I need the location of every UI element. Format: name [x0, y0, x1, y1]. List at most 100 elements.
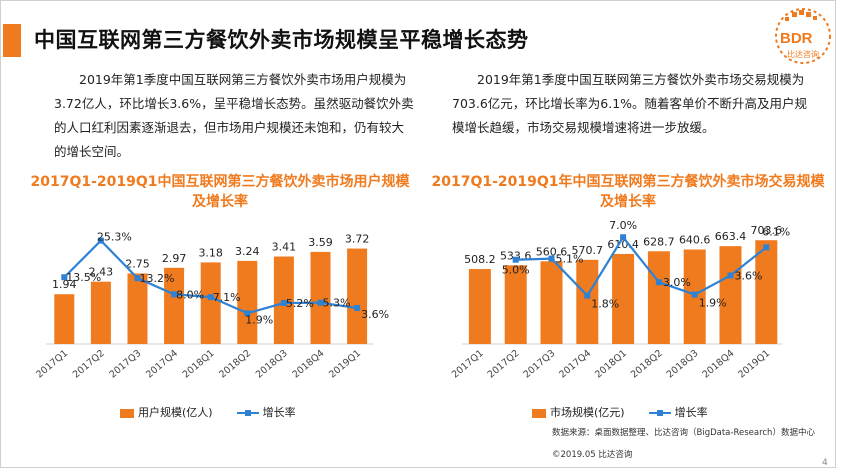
x-tick-label: 2018Q3	[254, 348, 290, 381]
bar-value-label: 703.6	[751, 224, 783, 237]
bar-value-label: 640.6	[679, 234, 711, 247]
bar-value-label: 663.4	[715, 230, 747, 243]
growth-rate-label: 3.6%	[735, 269, 763, 282]
growth-rate-marker	[691, 291, 698, 298]
page-number: 4	[822, 458, 828, 468]
growth-rate-label: 13.5%	[66, 271, 101, 284]
bar	[755, 240, 778, 344]
bar	[90, 281, 111, 344]
bar	[612, 253, 635, 344]
bar	[719, 246, 742, 344]
growth-rate-marker	[207, 294, 214, 301]
x-tick-label: 2017Q4	[144, 348, 180, 381]
bar	[647, 251, 670, 344]
growth-rate-label: 8.0%	[176, 288, 204, 301]
growth-rate-label: 5.0%	[502, 264, 530, 277]
legend-bar-swatch	[120, 408, 134, 418]
growth-rate-label: 5.2%	[286, 297, 314, 310]
logo-text: BDR	[780, 30, 813, 47]
growth-rate-label: 3.0%	[663, 276, 691, 289]
x-tick-label: 2017Q2	[486, 348, 522, 381]
growth-rate-label: 1.9%	[245, 313, 273, 326]
legend-transactions: 市场规模(亿元) 增长率	[532, 404, 708, 420]
growth-rate-marker	[354, 304, 361, 311]
growth-rate-marker	[584, 292, 591, 299]
growth-rate-label: 25.3%	[97, 231, 132, 244]
data-source-note: 数据来源：桌面数据整理、比达咨询（BigData-Research）数据中心	[552, 428, 815, 438]
bar	[347, 248, 368, 344]
x-tick-label: 2018Q4	[290, 348, 326, 381]
legend-line-swatch	[236, 409, 259, 416]
x-tick-label: 2017Q3	[107, 348, 143, 381]
growth-rate-label: 3.6%	[361, 308, 389, 321]
page-title: 中国互联网第三方餐饮外卖市场规模呈平稳增长态势	[34, 28, 529, 52]
bar-value-label: 2.75	[125, 257, 150, 270]
growth-rate-marker	[620, 234, 627, 241]
x-tick-label: 2017Q1	[34, 348, 70, 381]
x-tick-label: 2018Q2	[217, 348, 253, 381]
growth-rate-marker	[280, 300, 287, 307]
x-tick-label: 2017Q3	[521, 348, 557, 381]
growth-rate-label: 5.1%	[556, 253, 584, 266]
bar-value-label: 560.6	[536, 245, 568, 258]
copyright-note: ©2019.05 比达咨询	[552, 450, 633, 460]
bdr-logo-icon	[775, 8, 831, 64]
x-tick-label: 2018Q3	[665, 348, 701, 381]
x-tick-label: 2018Q4	[700, 348, 736, 381]
growth-rate-marker	[512, 256, 519, 263]
bar	[310, 251, 331, 344]
bar-value-label: 508.2	[464, 253, 496, 266]
bar-value-label: 570.7	[572, 244, 604, 257]
growth-rate-marker	[763, 244, 770, 251]
bar-value-label: 3.59	[308, 236, 333, 249]
x-tick-label: 2018Q1	[181, 348, 217, 381]
legend-bar-label: 用户规模(亿人)	[138, 406, 213, 419]
growth-rate-label: 5.3%	[323, 297, 351, 310]
legend-bar-label: 市场规模(亿元)	[550, 406, 625, 419]
x-tick-label: 2018Q1	[593, 348, 629, 381]
bar	[540, 261, 563, 344]
x-tick-label: 2017Q4	[557, 348, 593, 381]
bar	[127, 273, 148, 344]
transaction-scale-description: 2019年第1季度中国互联网第三方餐饮外卖市场交易规模为703.6亿元，环比增长…	[452, 72, 808, 135]
growth-rate-marker	[548, 255, 555, 262]
growth-rate-label: 1.9%	[699, 297, 727, 310]
growth-rate-label: 1.8%	[591, 298, 619, 311]
growth-rate-marker	[171, 291, 178, 298]
bar	[504, 265, 527, 344]
legend-line-swatch	[648, 409, 671, 416]
x-tick-label: 2017Q1	[450, 348, 486, 381]
bar-value-label: 3.72	[345, 233, 370, 246]
growth-rate-marker	[727, 272, 734, 279]
legend-line-label: 增长率	[674, 406, 708, 419]
chart-title-transactions: 2017Q1-2019Q1年中国互联网第三方餐饮外卖市场交易规模及增长率	[431, 174, 825, 210]
growth-rate-marker	[61, 274, 68, 281]
bar	[200, 262, 221, 344]
slide-frame	[0, 0, 836, 468]
title-accent-bar	[3, 24, 21, 57]
growth-rate-label: 7.0%	[609, 219, 637, 232]
growth-rate-marker	[134, 275, 141, 282]
x-tick-label: 2019Q1	[327, 348, 363, 381]
growth-rate-label: 7.1%	[213, 291, 241, 304]
growth-rate-label: 6.1%	[762, 225, 790, 238]
bar	[576, 259, 599, 344]
bar-value-label: 3.24	[235, 245, 260, 258]
chart-title-users: 2017Q1-2019Q1中国互联网第三方餐饮外卖市场用户规模及增长率	[30, 174, 410, 210]
growth-rate-marker	[97, 237, 104, 244]
legend-users: 用户规模(亿人) 增长率	[120, 404, 296, 420]
x-tick-label: 2017Q2	[71, 348, 107, 381]
growth-rate-marker	[655, 279, 662, 286]
growth-rate-marker	[244, 310, 251, 317]
growth-rate-marker	[317, 299, 324, 306]
bar-value-label: 1.94	[52, 278, 77, 291]
bar-value-label: 3.18	[198, 246, 223, 259]
logo-subtitle: 比达咨询	[787, 50, 819, 59]
x-tick-label: 2019Q1	[736, 348, 772, 381]
bar-value-label: 2.43	[89, 266, 114, 279]
bar	[54, 294, 75, 344]
x-tick-label: 2018Q2	[629, 348, 665, 381]
bar-value-label: 2.97	[162, 252, 187, 265]
bar-value-label: 628.7	[643, 235, 675, 248]
